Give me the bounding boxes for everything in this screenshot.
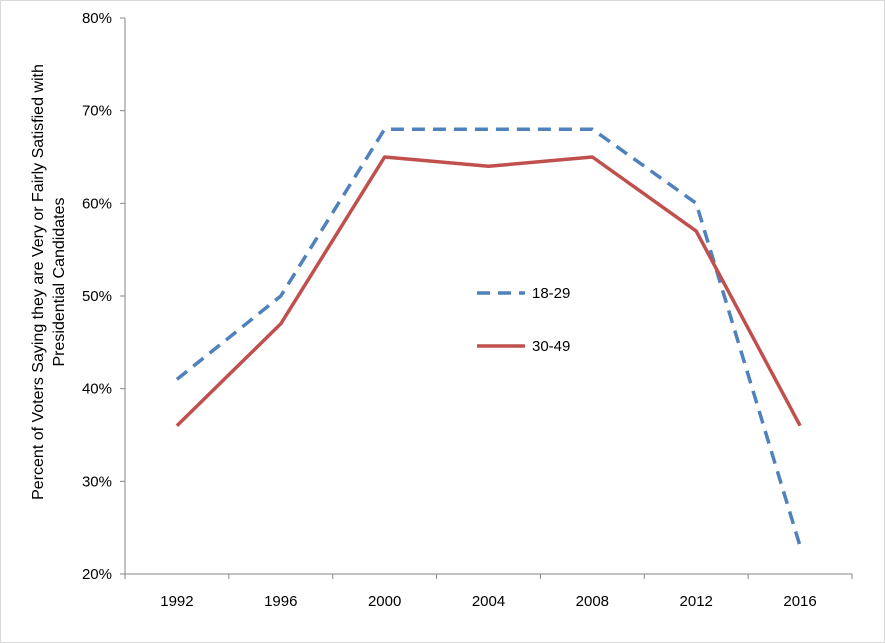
series-line-18-29: [175, 127, 802, 547]
y-tick-label: 30%: [82, 473, 112, 490]
x-tick-label: 2012: [680, 593, 713, 610]
y-axis-title-line-1: Percent of Voters Saying they are Very o…: [30, 64, 47, 500]
y-tick-label: 20%: [82, 566, 112, 583]
x-tick-label: 1996: [264, 593, 297, 610]
series-line-30-49: [175, 155, 802, 427]
legend-label-18-29: 18-29: [532, 285, 570, 302]
legend: 18-29 30-49: [477, 285, 570, 355]
x-tick-label: 2008: [576, 593, 609, 610]
axes: 20% 30% 40% 50% 60% 70% 80% 1992 1996 2000 2004 200…: [82, 10, 853, 610]
x-tick-label: 2016: [783, 593, 816, 610]
y-tick-label: 70%: [82, 103, 112, 120]
y-tick-label: 60%: [82, 195, 112, 212]
legend-label-30-49: 30-49: [532, 338, 570, 355]
y-tick-label: 50%: [82, 288, 112, 305]
x-tick-label: 2004: [472, 593, 505, 610]
y-tick-label: 80%: [82, 10, 112, 27]
x-tick-label: 1992: [160, 593, 193, 610]
y-tick-label: 40%: [82, 381, 112, 398]
y-axis-title-line-2: Presidential Candidates: [51, 198, 68, 367]
series-layer: [175, 127, 802, 547]
x-tick-label: 2000: [368, 593, 401, 610]
